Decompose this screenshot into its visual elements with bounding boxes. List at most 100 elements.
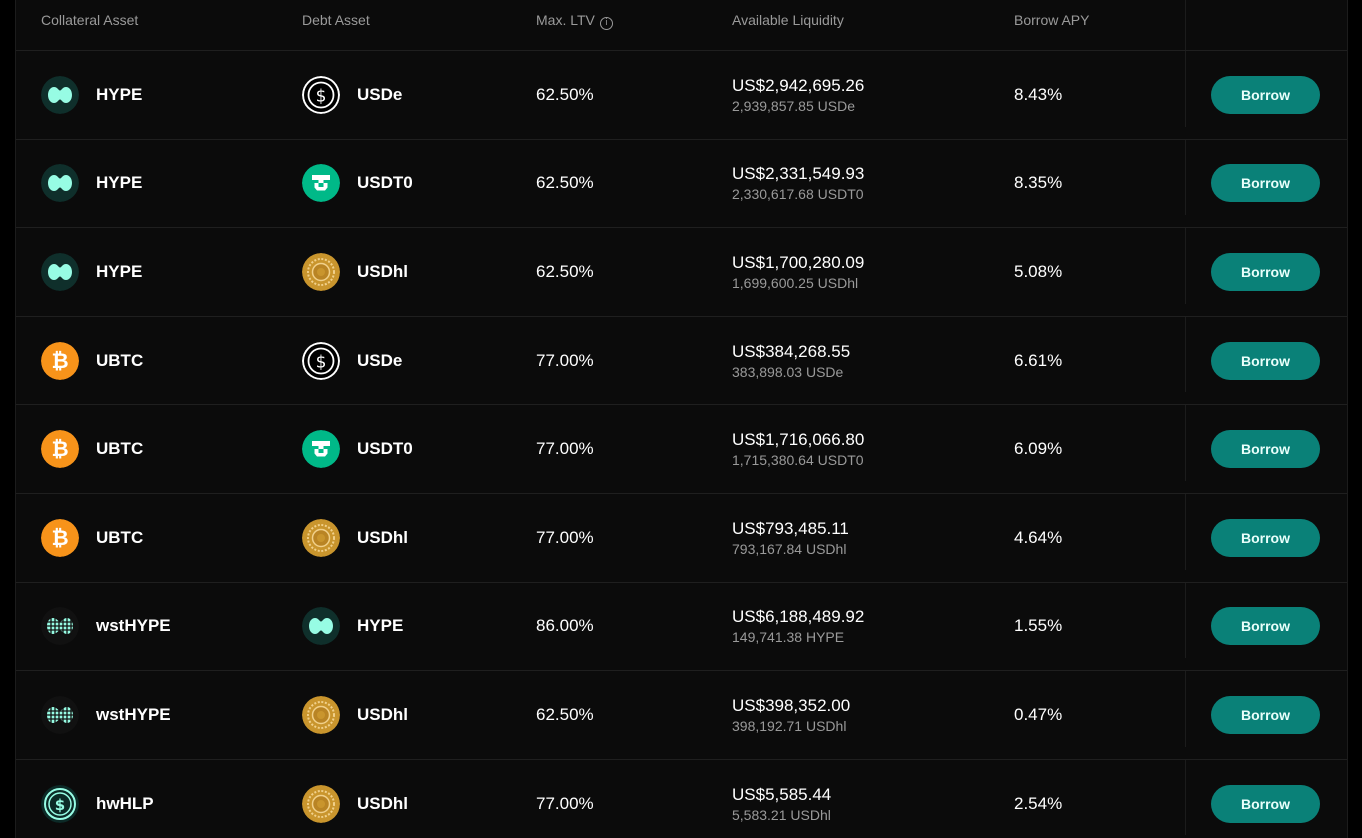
- svg-text:₿: ₿: [51, 349, 68, 373]
- borrow-apy-cell: 2.54%: [1014, 760, 1062, 838]
- header-collateral-asset[interactable]: Collateral Asset: [41, 12, 139, 28]
- usde-icon: $: [302, 75, 340, 114]
- collateral-asset-name: UBTC: [96, 439, 144, 459]
- borrow-button[interactable]: Borrow: [1211, 784, 1320, 823]
- table-row[interactable]: ₿ UBTC $ USDe 77.00% US$384,268.55 383,8…: [16, 316, 1347, 406]
- collateral-asset-cell: wstHYPE: [41, 583, 171, 671]
- borrow-apy-cell: 1.55%: [1014, 583, 1062, 671]
- info-icon[interactable]: i: [599, 17, 613, 30]
- usdhl-icon: [302, 252, 340, 291]
- action-cell: Borrow: [1211, 671, 1320, 759]
- max-ltv-value: 77.00%: [536, 350, 594, 370]
- max-ltv-cell: 86.00%: [536, 583, 594, 671]
- header-available-liquidity[interactable]: Available Liquidity: [732, 12, 844, 28]
- table-body: HYPE $ USDe 62.50% US$2,942,695.26 2,939…: [16, 51, 1347, 838]
- collateral-asset-name: HYPE: [96, 173, 143, 193]
- action-cell: Borrow: [1211, 494, 1320, 582]
- bitcoin-icon: ₿: [41, 518, 79, 557]
- liquidity-amount: 2,939,857.85: [732, 97, 814, 114]
- borrow-apy-value: 1.55%: [1014, 616, 1063, 636]
- table-row[interactable]: ₿ UBTC USDT0 77.00% US$1,716,066.80 1,71…: [16, 405, 1347, 494]
- max-ltv-cell: 62.50%: [536, 228, 594, 316]
- liquidity-token-value: 5,583.21 USDhl: [732, 806, 831, 824]
- collateral-asset-cell: ₿ UBTC: [41, 494, 143, 582]
- liquidity-token-value: 793,167.84 USDhl: [732, 540, 846, 558]
- collateral-asset-cell: $ hwHLP: [41, 760, 154, 838]
- max-ltv-value: 62.50%: [536, 84, 594, 104]
- debt-asset-cell: USDT0: [302, 405, 413, 493]
- action-cell: Borrow: [1211, 760, 1320, 838]
- table-row[interactable]: HYPE $ USDe 62.50% US$2,942,695.26 2,939…: [16, 51, 1347, 140]
- debt-asset-name: HYPE: [357, 616, 404, 636]
- usdhl-icon: [302, 518, 340, 557]
- table-row[interactable]: $ hwHLP USDhl 77.00% US$5,585.44 5,583.2…: [16, 759, 1347, 838]
- action-cell: Borrow: [1211, 228, 1320, 316]
- borrow-button[interactable]: Borrow: [1211, 695, 1320, 734]
- collateral-asset-cell: ₿ UBTC: [41, 317, 143, 405]
- borrow-button[interactable]: Borrow: [1211, 252, 1320, 291]
- hwhlp-icon: $: [41, 784, 79, 823]
- borrow-button[interactable]: Borrow: [1211, 164, 1320, 203]
- collateral-asset-name: HYPE: [96, 84, 143, 104]
- liquidity-token-value: 383,898.03 USDe: [732, 363, 843, 381]
- liquidity-amount: 383,898.03: [732, 363, 803, 380]
- action-cell: Borrow: [1211, 583, 1320, 671]
- column-divider: [1185, 139, 1186, 216]
- liquidity-amount: 1,715,380.64: [732, 452, 814, 469]
- liquidity-token-value: 2,330,617.68 USDT0: [732, 185, 864, 203]
- borrow-apy-value: 6.61%: [1014, 350, 1063, 370]
- liquidity-usd-value: US$5,585.44: [732, 784, 832, 804]
- max-ltv-value: 77.00%: [536, 527, 594, 547]
- bitcoin-icon: ₿: [41, 341, 79, 380]
- borrow-apy-cell: 8.43%: [1014, 51, 1062, 139]
- debt-asset-name: USDe: [357, 350, 403, 370]
- header-debt-asset[interactable]: Debt Asset: [302, 12, 370, 28]
- debt-asset-cell: USDhl: [302, 671, 408, 759]
- borrow-apy-value: 2.54%: [1014, 793, 1063, 813]
- borrow-apy-value: 6.09%: [1014, 439, 1063, 459]
- max-ltv-cell: 77.00%: [536, 760, 594, 838]
- collateral-asset-cell: HYPE: [41, 228, 142, 316]
- table-header: Collateral Asset Debt Asset Max. LTV i Av…: [16, 0, 1347, 51]
- borrow-button[interactable]: Borrow: [1211, 75, 1320, 114]
- table-row[interactable]: HYPE USDT0 62.50% US$2,331,549.93 2,330,…: [16, 139, 1347, 229]
- collateral-asset-name: wstHYPE: [96, 616, 171, 636]
- collateral-asset-cell: wstHYPE: [41, 671, 171, 759]
- borrow-markets-table: Collateral Asset Debt Asset Max. LTV i Av…: [15, 0, 1348, 838]
- max-ltv-cell: 62.50%: [536, 671, 594, 759]
- debt-asset-name: USDhl: [357, 793, 408, 813]
- debt-asset-cell: USDhl: [302, 494, 408, 582]
- liquidity-token: USDhl: [790, 806, 831, 823]
- borrow-button[interactable]: Borrow: [1211, 607, 1320, 646]
- collateral-asset-name: wstHYPE: [96, 704, 171, 724]
- max-ltv-value: 77.00%: [536, 439, 594, 459]
- hype-icon: [41, 252, 79, 291]
- header-borrow-apy[interactable]: Borrow APY: [1014, 12, 1090, 28]
- liquidity-usd-value: US$793,485.11: [732, 518, 849, 538]
- collateral-asset-name: HYPE: [96, 261, 143, 281]
- liquidity-token: USDT0: [817, 452, 864, 469]
- borrow-apy-cell: 0.47%: [1014, 671, 1062, 759]
- table-row[interactable]: HYPE USDhl 62.50% US$1,700,280.09 1,699,…: [16, 228, 1347, 317]
- liquidity-amount: 1,699,600.25: [732, 274, 814, 291]
- borrow-button[interactable]: Borrow: [1211, 341, 1320, 380]
- available-liquidity-cell: US$793,485.11 793,167.84 USDhl: [732, 494, 849, 582]
- table-row[interactable]: ₿ UBTC USDhl 77.00% US$793,485.11 793,16…: [16, 493, 1347, 583]
- borrow-button[interactable]: Borrow: [1211, 518, 1320, 557]
- borrow-apy-cell: 5.08%: [1014, 228, 1062, 316]
- max-ltv-value: 62.50%: [536, 173, 594, 193]
- column-divider: [1185, 51, 1186, 127]
- available-liquidity-cell: US$2,331,549.93 2,330,617.68 USDT0: [732, 140, 864, 228]
- table-row[interactable]: wstHYPE HYPE 86.00% US$6,188,489.92 149,…: [16, 582, 1347, 672]
- borrow-button[interactable]: Borrow: [1211, 430, 1320, 469]
- header-max-ltv[interactable]: Max. LTV i: [536, 12, 613, 30]
- table-row[interactable]: wstHYPE USDhl 62.50% US$398,352.00 398,1…: [16, 671, 1347, 760]
- usdhl-icon: [302, 784, 340, 823]
- usdt0-icon: [302, 430, 340, 469]
- liquidity-usd-value: US$398,352.00: [732, 695, 851, 715]
- debt-asset-name: USDhl: [357, 704, 408, 724]
- liquidity-usd-value: US$1,716,066.80: [732, 430, 865, 450]
- liquidity-amount: 398,192.71: [732, 717, 803, 734]
- liquidity-token: USDe: [805, 363, 844, 380]
- action-cell: Borrow: [1211, 51, 1320, 139]
